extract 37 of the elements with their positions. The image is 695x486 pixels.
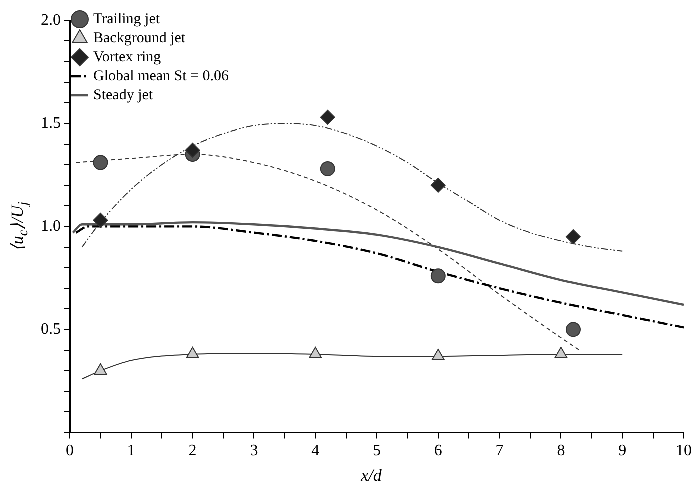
y-tick-label: 0.5 bbox=[41, 320, 61, 338]
point bbox=[320, 161, 336, 176]
y-tick-label: 1.0 bbox=[41, 218, 61, 235]
point bbox=[186, 346, 200, 358]
point bbox=[93, 155, 108, 170]
x-tick-label: 1 bbox=[127, 442, 136, 460]
line-series bbox=[75, 226, 684, 329]
x-tick-label: 6 bbox=[434, 442, 442, 460]
x-tick-label: 10 bbox=[676, 442, 692, 460]
point bbox=[554, 346, 568, 358]
x-tick-label: 2 bbox=[188, 442, 197, 460]
legend-label: Trailing jet bbox=[94, 11, 161, 28]
point bbox=[309, 346, 322, 358]
y-tick-label: 2.0 bbox=[41, 12, 61, 29]
point bbox=[185, 142, 200, 158]
legend-label: Background jet bbox=[94, 30, 186, 46]
point bbox=[430, 268, 446, 284]
point bbox=[93, 213, 108, 228]
point bbox=[320, 110, 336, 125]
x-tick-label: 4 bbox=[312, 442, 320, 460]
x-tick-label: 0 bbox=[66, 442, 74, 460]
point bbox=[566, 230, 581, 245]
x-tick-label: 3 bbox=[250, 442, 258, 460]
point bbox=[430, 178, 446, 193]
point bbox=[566, 322, 581, 338]
legend-label: Vortex ring bbox=[94, 49, 162, 66]
legend-label: Global mean St = 0.06 bbox=[94, 68, 230, 84]
point bbox=[94, 363, 108, 375]
x-axis-title: x/d bbox=[360, 466, 383, 486]
y-tick-label: 1.5 bbox=[41, 114, 61, 132]
x-tick-label: 5 bbox=[373, 442, 381, 460]
line-series bbox=[72, 221, 684, 306]
x-tick-label: 9 bbox=[618, 442, 627, 460]
point bbox=[432, 349, 445, 361]
legend-label: Steady jet bbox=[94, 87, 154, 104]
x-tick-label: 7 bbox=[496, 442, 504, 460]
x-tick-label: 8 bbox=[557, 442, 566, 460]
